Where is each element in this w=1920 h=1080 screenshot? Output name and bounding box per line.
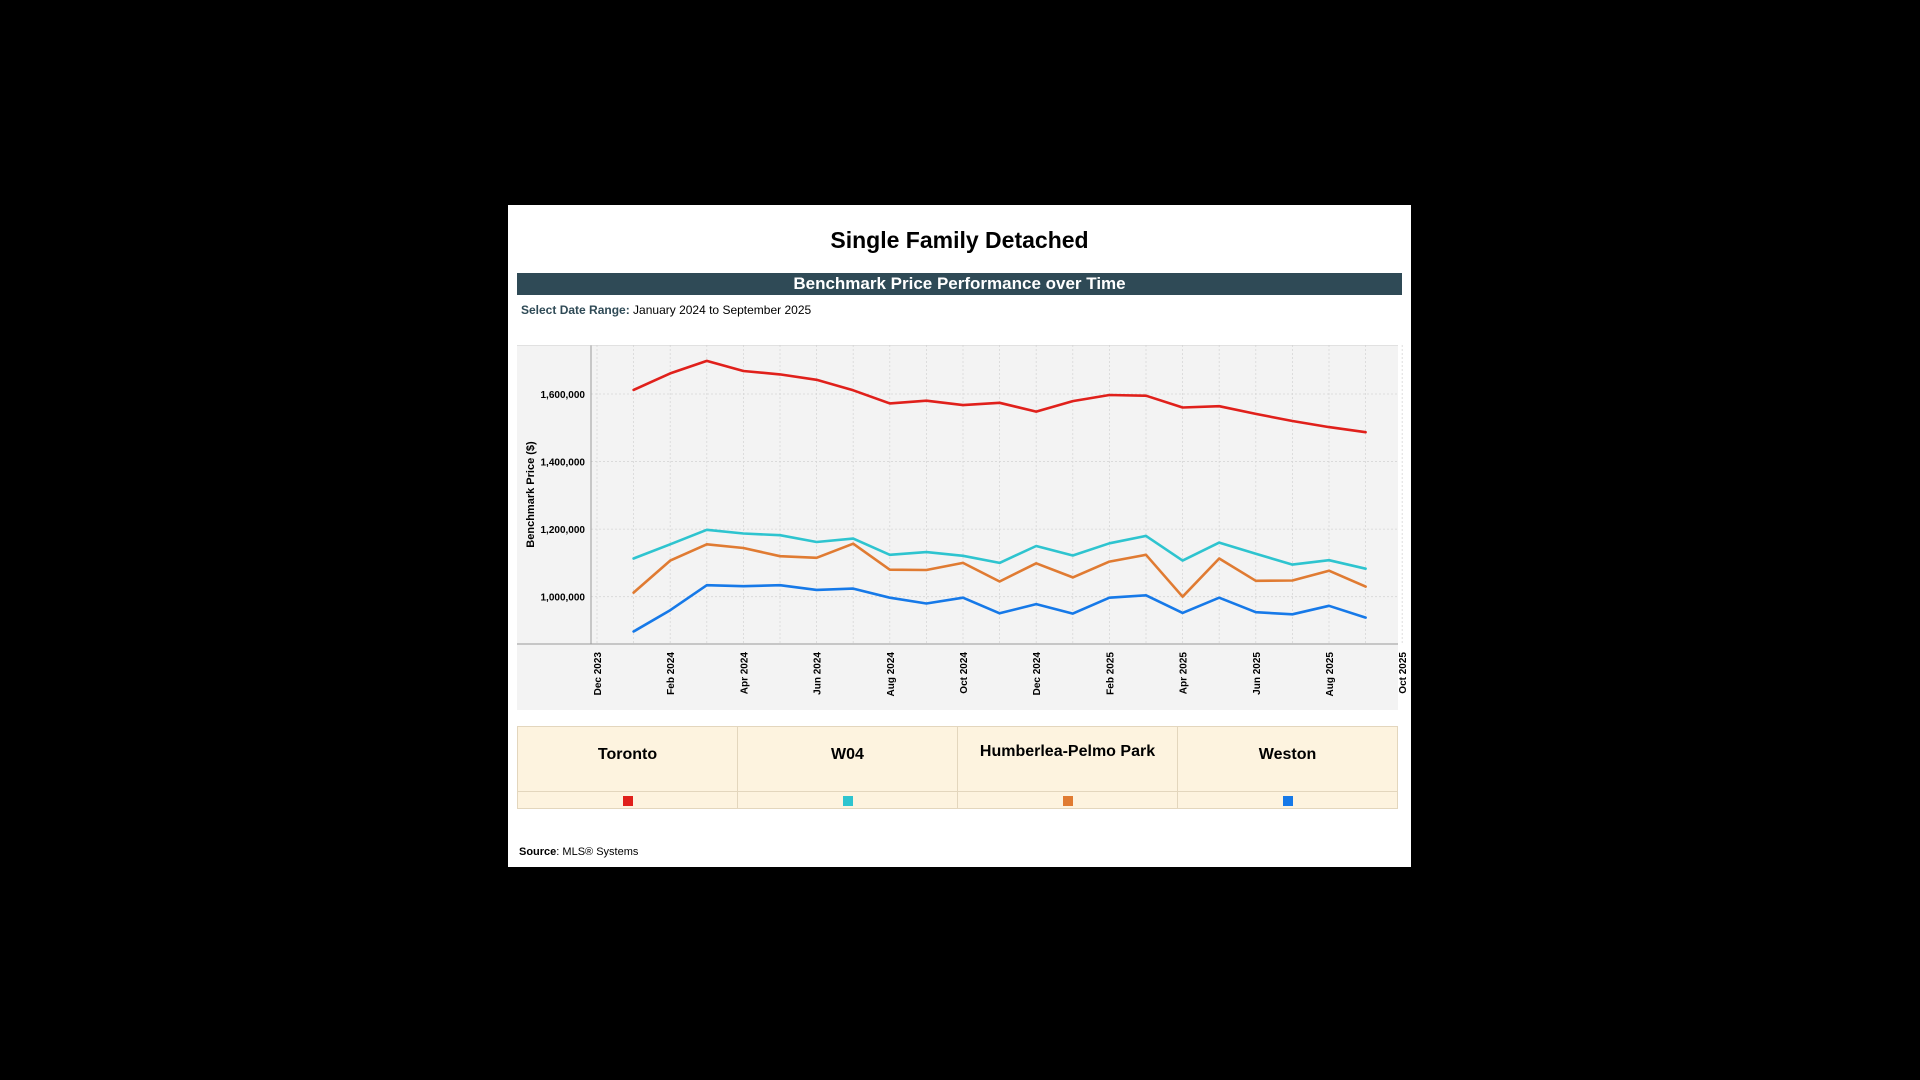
x-tick-label: Feb 2025	[1105, 652, 1116, 695]
x-tick-label: Apr 2024	[739, 652, 750, 695]
legend-label: W04	[831, 746, 864, 763]
series-line-w04	[632, 528, 1367, 570]
legend: Toronto W04 Humberlea-Pelmo Park Weston	[517, 726, 1398, 809]
y-tick-label: 1,000,000	[541, 593, 586, 604]
legend-item-w04[interactable]: W04	[738, 727, 958, 808]
legend-swatch	[1282, 796, 1293, 806]
page-title: Single Family Detached	[830, 227, 1089, 253]
legend-label: Toronto	[597, 746, 658, 763]
series-line-toronto	[632, 359, 1367, 434]
source-value: : MLS® Systems	[556, 846, 639, 858]
legend-item-toronto[interactable]: Toronto	[518, 727, 738, 808]
y-axis-title: Benchmark Price ($)	[525, 441, 537, 548]
legend-item-weston[interactable]: Weston	[1178, 727, 1397, 808]
x-tick-label: Feb 2024	[666, 652, 677, 695]
x-tick-label: Apr 2025	[1179, 652, 1190, 695]
chart-banner: Benchmark Price Performance over Time	[517, 273, 1402, 295]
legend-item-humberlea-pelmo-park[interactable]: Humberlea-Pelmo Park	[958, 727, 1178, 808]
plot-background	[517, 345, 1398, 710]
legend-swatch	[842, 796, 853, 806]
report-card: Single Family Detached Benchmark Price P…	[508, 205, 1411, 867]
y-tick-label: 1,200,000	[541, 525, 586, 536]
source-label: Source	[519, 846, 557, 858]
series-line-weston	[632, 583, 1367, 633]
date-range-value[interactable]: January 2024 to September 2025	[633, 303, 812, 317]
x-tick-label: Jun 2024	[813, 652, 824, 695]
legend-label: Weston	[1258, 746, 1317, 763]
date-range-label: Select Date Range:	[521, 303, 630, 317]
x-tick-label: Oct 2025	[1398, 652, 1409, 694]
legend-swatch	[1062, 796, 1073, 806]
y-tick-label: 1,600,000	[541, 390, 586, 401]
x-tick-label: Jun 2025	[1252, 652, 1263, 695]
x-tick-label: Dec 2023	[593, 652, 604, 696]
date-range: Select Date Range: January 2024 to Septe…	[521, 303, 811, 317]
legend-swatch	[622, 796, 633, 806]
legend-label: Humberlea-Pelmo Park	[979, 743, 1156, 760]
x-tick-label: Aug 2025	[1325, 652, 1336, 697]
y-tick-label: 1,400,000	[541, 458, 586, 469]
x-tick-label: Dec 2024	[1032, 652, 1043, 696]
x-tick-label: Aug 2024	[886, 652, 897, 697]
x-tick-label: Oct 2024	[959, 652, 970, 694]
series-line-humberlea-pelmo-park	[632, 542, 1367, 598]
source-note: Source: MLS® Systems	[519, 846, 638, 858]
line-chart: 1,000,000 1,200,000 1,400,000 1,600,000 Benc…	[517, 345, 1409, 710]
